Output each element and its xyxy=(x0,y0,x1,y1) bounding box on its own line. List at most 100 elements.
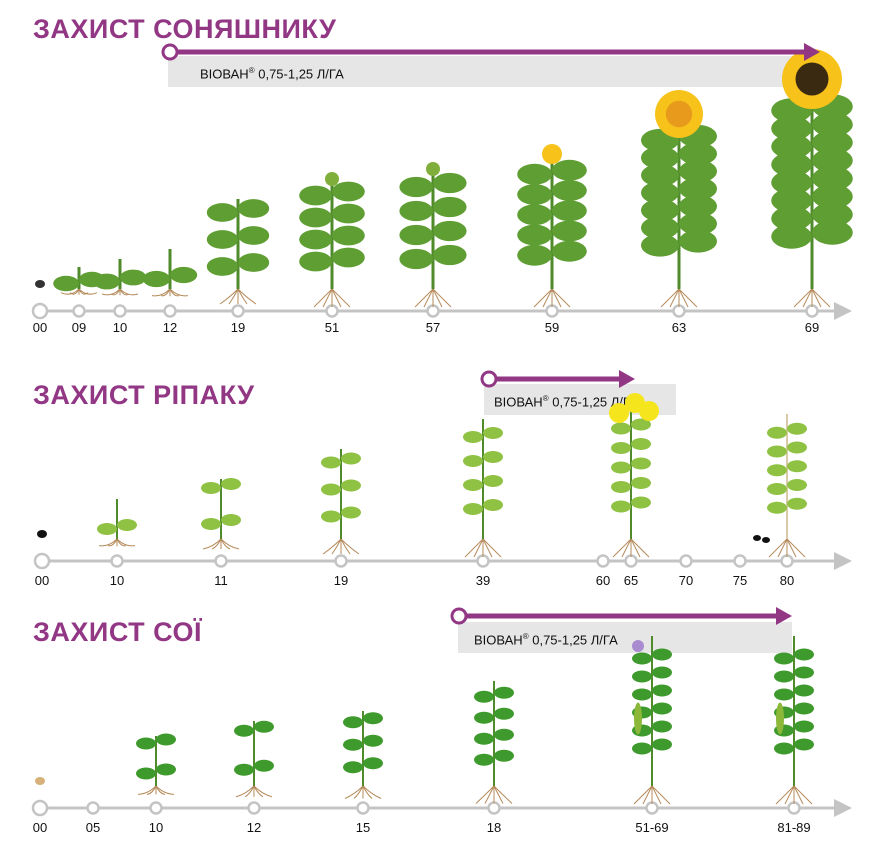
rapeseed-timeline xyxy=(33,552,852,570)
stage-marker xyxy=(672,304,686,318)
root-icon xyxy=(322,538,342,555)
root-icon xyxy=(651,785,662,805)
stage-label: 60 xyxy=(595,573,611,588)
flower-icon xyxy=(426,162,440,176)
leaf-icon xyxy=(474,753,494,766)
rapeseed-plant-stage-00 xyxy=(37,530,47,538)
leaf-icon xyxy=(206,230,238,249)
rapeseed-plant-stage-10 xyxy=(97,499,137,547)
root-icon xyxy=(107,538,118,547)
stage-label: 10 xyxy=(112,320,128,335)
leaf-icon xyxy=(652,702,672,715)
stage-marker xyxy=(596,554,610,568)
leaf-icon xyxy=(363,734,383,747)
soybean-plant-stage-12 xyxy=(234,720,274,798)
leaf-icon xyxy=(332,181,365,202)
sunflower-plant-stage-10 xyxy=(93,259,147,296)
root-icon xyxy=(169,288,189,297)
leaf-icon xyxy=(812,112,853,137)
leaf-icon xyxy=(332,225,365,246)
root-icon xyxy=(784,785,795,805)
stage-label: 63 xyxy=(671,320,687,335)
leaf-icon xyxy=(631,438,651,450)
product-name: ВІОВАН xyxy=(200,66,249,82)
stage-marker xyxy=(247,801,261,815)
leaf-icon xyxy=(399,200,434,222)
leaf-icon xyxy=(234,724,254,737)
stage-label: 69 xyxy=(804,320,820,335)
leaf-icon xyxy=(641,233,679,257)
leaf-icon xyxy=(787,441,807,454)
soybean-title: ЗАХИСТ СОЇ xyxy=(33,617,202,647)
stage-marker xyxy=(113,304,127,318)
leaf-icon xyxy=(136,737,156,750)
root-icon xyxy=(119,288,139,296)
leaf-icon xyxy=(787,460,807,473)
root-icon xyxy=(322,288,333,308)
flower-icon xyxy=(639,401,659,421)
leaf-icon xyxy=(787,497,807,510)
root-icon xyxy=(669,288,680,308)
leaf-icon xyxy=(463,503,483,515)
leaf-icon xyxy=(206,203,238,222)
leaf-icon xyxy=(341,452,361,465)
stage-label: 10 xyxy=(148,820,164,835)
flower-icon xyxy=(632,640,644,652)
stage-marker xyxy=(72,304,86,318)
soybean-plant-stage-10 xyxy=(136,733,176,795)
treatment-start-marker xyxy=(480,370,498,388)
leaf-icon xyxy=(363,712,383,725)
sunflower-plant-stage-69 xyxy=(771,49,853,308)
leaf-icon xyxy=(632,688,652,701)
root-icon xyxy=(482,538,502,558)
leaf-icon xyxy=(517,163,552,185)
leaf-icon xyxy=(483,475,503,487)
leaf-icon xyxy=(611,442,631,454)
rapeseed-plant-stage-39 xyxy=(463,419,503,558)
leaf-icon xyxy=(483,427,503,439)
stage-marker xyxy=(780,554,794,568)
leaf-icon xyxy=(142,270,170,288)
product-name: ВІОВАН xyxy=(494,394,543,410)
stage-label: 15 xyxy=(355,820,371,835)
root-icon xyxy=(678,288,698,308)
root-icon xyxy=(98,538,118,547)
root-icon xyxy=(475,785,495,804)
flower-center-icon xyxy=(795,62,829,96)
leaf-icon xyxy=(774,670,794,683)
leaf-icon xyxy=(321,456,341,469)
stage-marker xyxy=(805,304,819,318)
root-icon xyxy=(793,288,813,308)
root-icon xyxy=(331,288,351,308)
stage-marker xyxy=(476,554,490,568)
stage-marker xyxy=(31,799,49,817)
root-icon xyxy=(432,288,452,308)
leaf-icon xyxy=(201,518,221,530)
leaf-icon xyxy=(399,224,434,246)
leaf-icon xyxy=(774,652,794,665)
root-icon xyxy=(423,288,434,308)
timeline-arrowhead xyxy=(834,799,852,817)
leaf-icon xyxy=(463,455,483,467)
leaf-icon xyxy=(611,461,631,474)
leaf-icon xyxy=(299,207,332,228)
root-icon xyxy=(313,288,333,308)
root-icon xyxy=(155,785,175,795)
sunflower-plant-stage-19 xyxy=(206,199,270,305)
root-icon xyxy=(633,785,653,805)
soybean-plant-stage-81-89 xyxy=(774,636,814,805)
root-icon xyxy=(811,288,822,308)
product-name: ВІОВАН xyxy=(474,632,523,648)
stage-marker xyxy=(679,554,693,568)
root-icon xyxy=(551,288,562,308)
leaf-icon xyxy=(463,431,483,443)
stage-marker xyxy=(645,801,659,815)
root-icon xyxy=(493,785,513,804)
leaf-icon xyxy=(679,194,717,218)
root-icon xyxy=(642,785,653,805)
treatment-arrowhead xyxy=(619,370,635,388)
root-icon xyxy=(621,538,632,558)
leaf-icon xyxy=(517,204,552,226)
leaf-icon xyxy=(679,142,717,166)
